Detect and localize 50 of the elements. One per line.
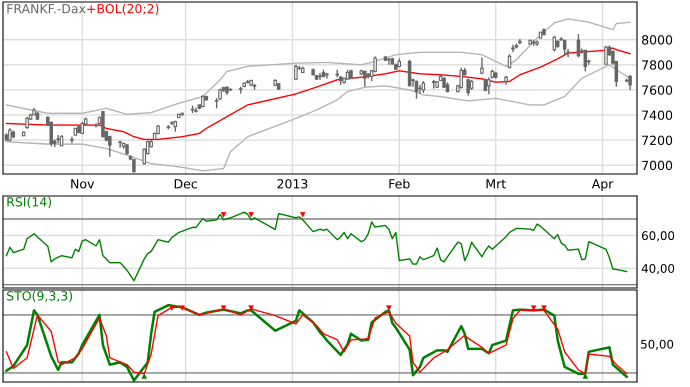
candlestick (504, 75, 508, 86)
candlestick (466, 78, 470, 96)
candlestick (422, 80, 426, 94)
series-label: STO(9,3,3) (6, 290, 72, 302)
chart-title: FRANKF.-Dax (7, 4, 86, 14)
candlestick (576, 33, 580, 58)
candlestick (562, 38, 566, 56)
candlestick (508, 53, 512, 70)
candlestick (60, 134, 64, 148)
candlestick (552, 35, 556, 52)
text: +BOL(20;2) (87, 4, 158, 15)
candlestick (363, 70, 367, 88)
candlestick (470, 79, 474, 91)
text: 50,00 (641, 340, 674, 350)
x-tick-label: 2013 (277, 179, 308, 189)
candlestick (480, 56, 484, 75)
candlestick (628, 74, 632, 91)
candlestick (8, 127, 12, 142)
y-tick-label: 8000 (642, 35, 672, 45)
line-series (6, 18, 631, 116)
y-tick-label: 60,00 (642, 231, 674, 242)
candlestick (414, 80, 418, 100)
y-tick-label: 40,00 (642, 264, 674, 274)
x-tick-label: Apr (592, 179, 614, 191)
candlestick (373, 56, 377, 73)
candlestick (460, 67, 464, 90)
candlestick (604, 45, 608, 66)
y-tick-label: 7800 (642, 60, 672, 70)
candlestick (125, 143, 129, 156)
candlestick (25, 116, 29, 130)
candlestick (80, 121, 84, 135)
line-series (6, 212, 628, 282)
y-tick-label: 7200 (642, 136, 672, 146)
x-tick-label: Mrt (486, 179, 506, 188)
x-tick-label: Feb (389, 178, 410, 189)
y-tick-label: 7000 (642, 160, 672, 170)
y-tick-label: 7600 (642, 85, 672, 95)
candlestick (201, 94, 205, 108)
candlestick (484, 78, 488, 92)
text: RSI(14) (7, 196, 52, 208)
line-series (6, 47, 631, 140)
candlestick (132, 159, 136, 172)
x-tick-label: Nov (71, 179, 94, 189)
candlestick (446, 82, 450, 94)
x-tick-label: Dec (174, 179, 197, 189)
candlestick (346, 69, 350, 81)
candlestick (584, 49, 588, 72)
candlestick (174, 120, 178, 132)
candlestick (294, 64, 298, 81)
y-tick-label: 7400 (642, 110, 672, 120)
